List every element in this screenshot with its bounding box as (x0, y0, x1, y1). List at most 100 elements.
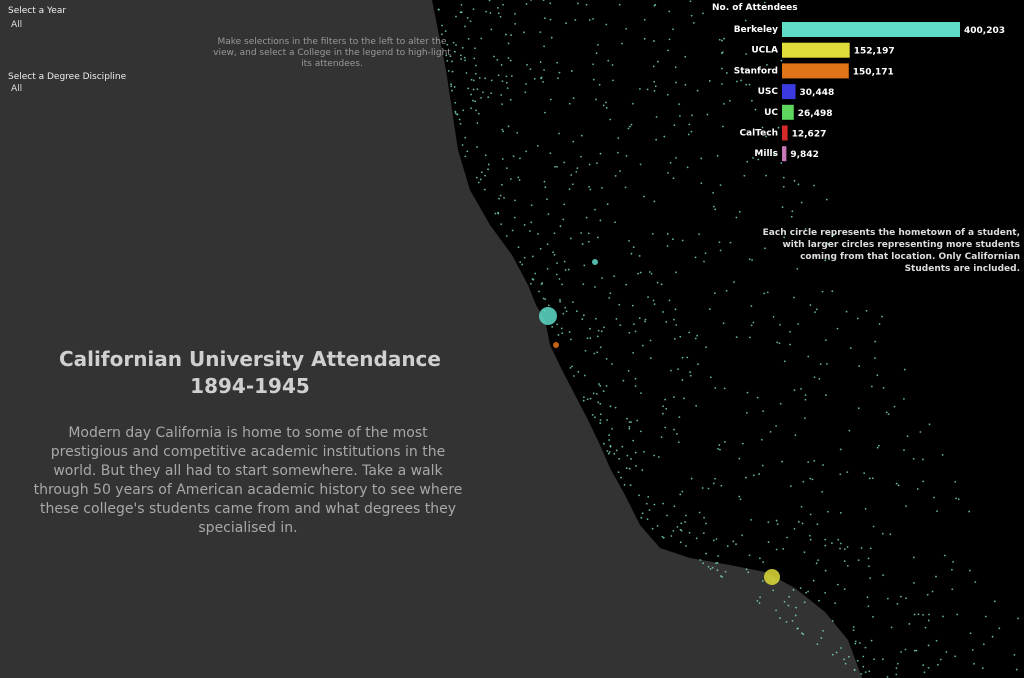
hometown-dot[interactable] (572, 97, 575, 99)
hometown-dot[interactable] (681, 239, 684, 242)
hometown-dot[interactable] (592, 18, 594, 20)
hometown-dot[interactable] (756, 396, 759, 399)
hometown-dot[interactable] (629, 484, 632, 487)
hometown-dot[interactable] (939, 658, 942, 661)
hometown-dot[interactable] (564, 268, 567, 271)
hometown-dot[interactable] (690, 477, 693, 480)
hometown-dot[interactable] (779, 402, 782, 405)
hometown-dot[interactable] (912, 458, 915, 460)
hometown-dot[interactable] (580, 134, 583, 137)
hometown-dot[interactable] (614, 221, 616, 224)
hometown-dot[interactable] (551, 326, 554, 328)
hometown-dot[interactable] (546, 268, 549, 270)
hometown-dot[interactable] (641, 344, 644, 347)
hometown-dot[interactable] (628, 331, 631, 334)
hometown-dot[interactable] (625, 467, 628, 470)
hometown-dot[interactable] (863, 472, 866, 475)
hometown-dot[interactable] (839, 542, 842, 545)
hometown-dot[interactable] (843, 588, 846, 590)
hometown-dot[interactable] (657, 60, 659, 63)
hometown-dot[interactable] (463, 56, 466, 59)
hometown-dot[interactable] (769, 430, 772, 433)
hometown-dot[interactable] (586, 398, 589, 401)
hometown-dot[interactable] (514, 22, 517, 25)
hometown-dot[interactable] (868, 477, 871, 480)
hometown-dot[interactable] (718, 444, 721, 446)
hometown-dot[interactable] (800, 388, 802, 390)
hometown-dot[interactable] (647, 495, 650, 498)
hometown-dot[interactable] (655, 138, 658, 141)
hometown-dot[interactable] (574, 19, 577, 21)
hometown-dot[interactable] (533, 77, 536, 80)
hometown-dot[interactable] (788, 595, 791, 598)
hometown-dot[interactable] (797, 323, 800, 325)
hometown-dot[interactable] (1015, 668, 1018, 671)
hometown-dot[interactable] (455, 15, 457, 18)
hometown-dot[interactable] (675, 271, 677, 274)
hometown-dot[interactable] (857, 559, 860, 561)
hometown-dot[interactable] (673, 396, 675, 399)
hometown-dot[interactable] (605, 23, 608, 26)
hometown-dot[interactable] (640, 516, 643, 519)
hometown-dot[interactable] (459, 123, 462, 125)
hometown-dot[interactable] (936, 663, 939, 666)
hometown-dot[interactable] (941, 454, 944, 456)
hometown-dot[interactable] (595, 392, 598, 395)
hometown-dot[interactable] (785, 621, 788, 623)
hometown-dot[interactable] (807, 590, 809, 593)
hometown-dot[interactable] (677, 441, 680, 444)
hometown-dot[interactable] (681, 490, 684, 493)
hometown-dot[interactable] (464, 155, 467, 158)
hometown-dot[interactable] (584, 349, 587, 352)
hometown-dot[interactable] (843, 548, 846, 551)
hometown-dot[interactable] (542, 80, 544, 83)
hometown-dot[interactable] (594, 208, 596, 211)
hometown-dot[interactable] (539, 61, 542, 63)
hometown-dot[interactable] (529, 68, 532, 71)
hometown-dot[interactable] (509, 59, 512, 62)
hometown-dot[interactable] (831, 290, 834, 293)
hometown-dot[interactable] (652, 299, 655, 302)
hometown-dot[interactable] (607, 59, 610, 62)
hometown-dot[interactable] (696, 89, 699, 92)
hometown-dot[interactable] (554, 165, 556, 168)
hometown-dot[interactable] (805, 591, 808, 594)
hometown-dot[interactable] (472, 88, 475, 91)
hometown-dot[interactable] (546, 198, 548, 201)
hometown-dot[interactable] (782, 548, 785, 550)
hometown-dot[interactable] (633, 323, 635, 326)
hometown-dot[interactable] (669, 161, 672, 164)
hometown-dot[interactable] (725, 289, 728, 292)
hometown-dot[interactable] (852, 629, 855, 632)
hometown-dot[interactable] (480, 171, 483, 174)
hometown-dot[interactable] (933, 496, 935, 499)
hometown-dot[interactable] (876, 446, 879, 449)
hometown-dot[interactable] (649, 271, 651, 273)
hometown-dot[interactable] (569, 366, 572, 369)
hometown-dot[interactable] (500, 183, 503, 186)
hometown-dot[interactable] (626, 417, 628, 420)
hometown-dot[interactable] (662, 405, 665, 408)
hometown-dot[interactable] (462, 109, 465, 112)
hometown-dot[interactable] (525, 83, 527, 85)
hometown-dot[interactable] (703, 260, 705, 263)
hometown-dot[interactable] (560, 327, 563, 330)
hometown-dot[interactable] (451, 89, 453, 92)
hometown-dot[interactable] (672, 28, 674, 31)
hometown-dot[interactable] (625, 154, 628, 157)
hometown-dot[interactable] (673, 124, 676, 127)
hometown-dot[interactable] (583, 374, 586, 377)
hometown-dot[interactable] (597, 44, 599, 46)
hometown-dot[interactable] (653, 80, 656, 83)
hometown-dot[interactable] (969, 632, 972, 635)
hometown-dot[interactable] (709, 568, 712, 570)
hometown-dot[interactable] (656, 524, 659, 527)
hometown-dot[interactable] (634, 451, 637, 454)
hometown-dot[interactable] (826, 510, 829, 513)
hometown-dot[interactable] (632, 351, 635, 354)
hometown-dot[interactable] (647, 296, 649, 299)
hometown-dot[interactable] (502, 3, 504, 6)
hometown-dot[interactable] (483, 188, 486, 191)
hometown-dot[interactable] (761, 580, 764, 582)
hometown-dot[interactable] (874, 340, 877, 343)
